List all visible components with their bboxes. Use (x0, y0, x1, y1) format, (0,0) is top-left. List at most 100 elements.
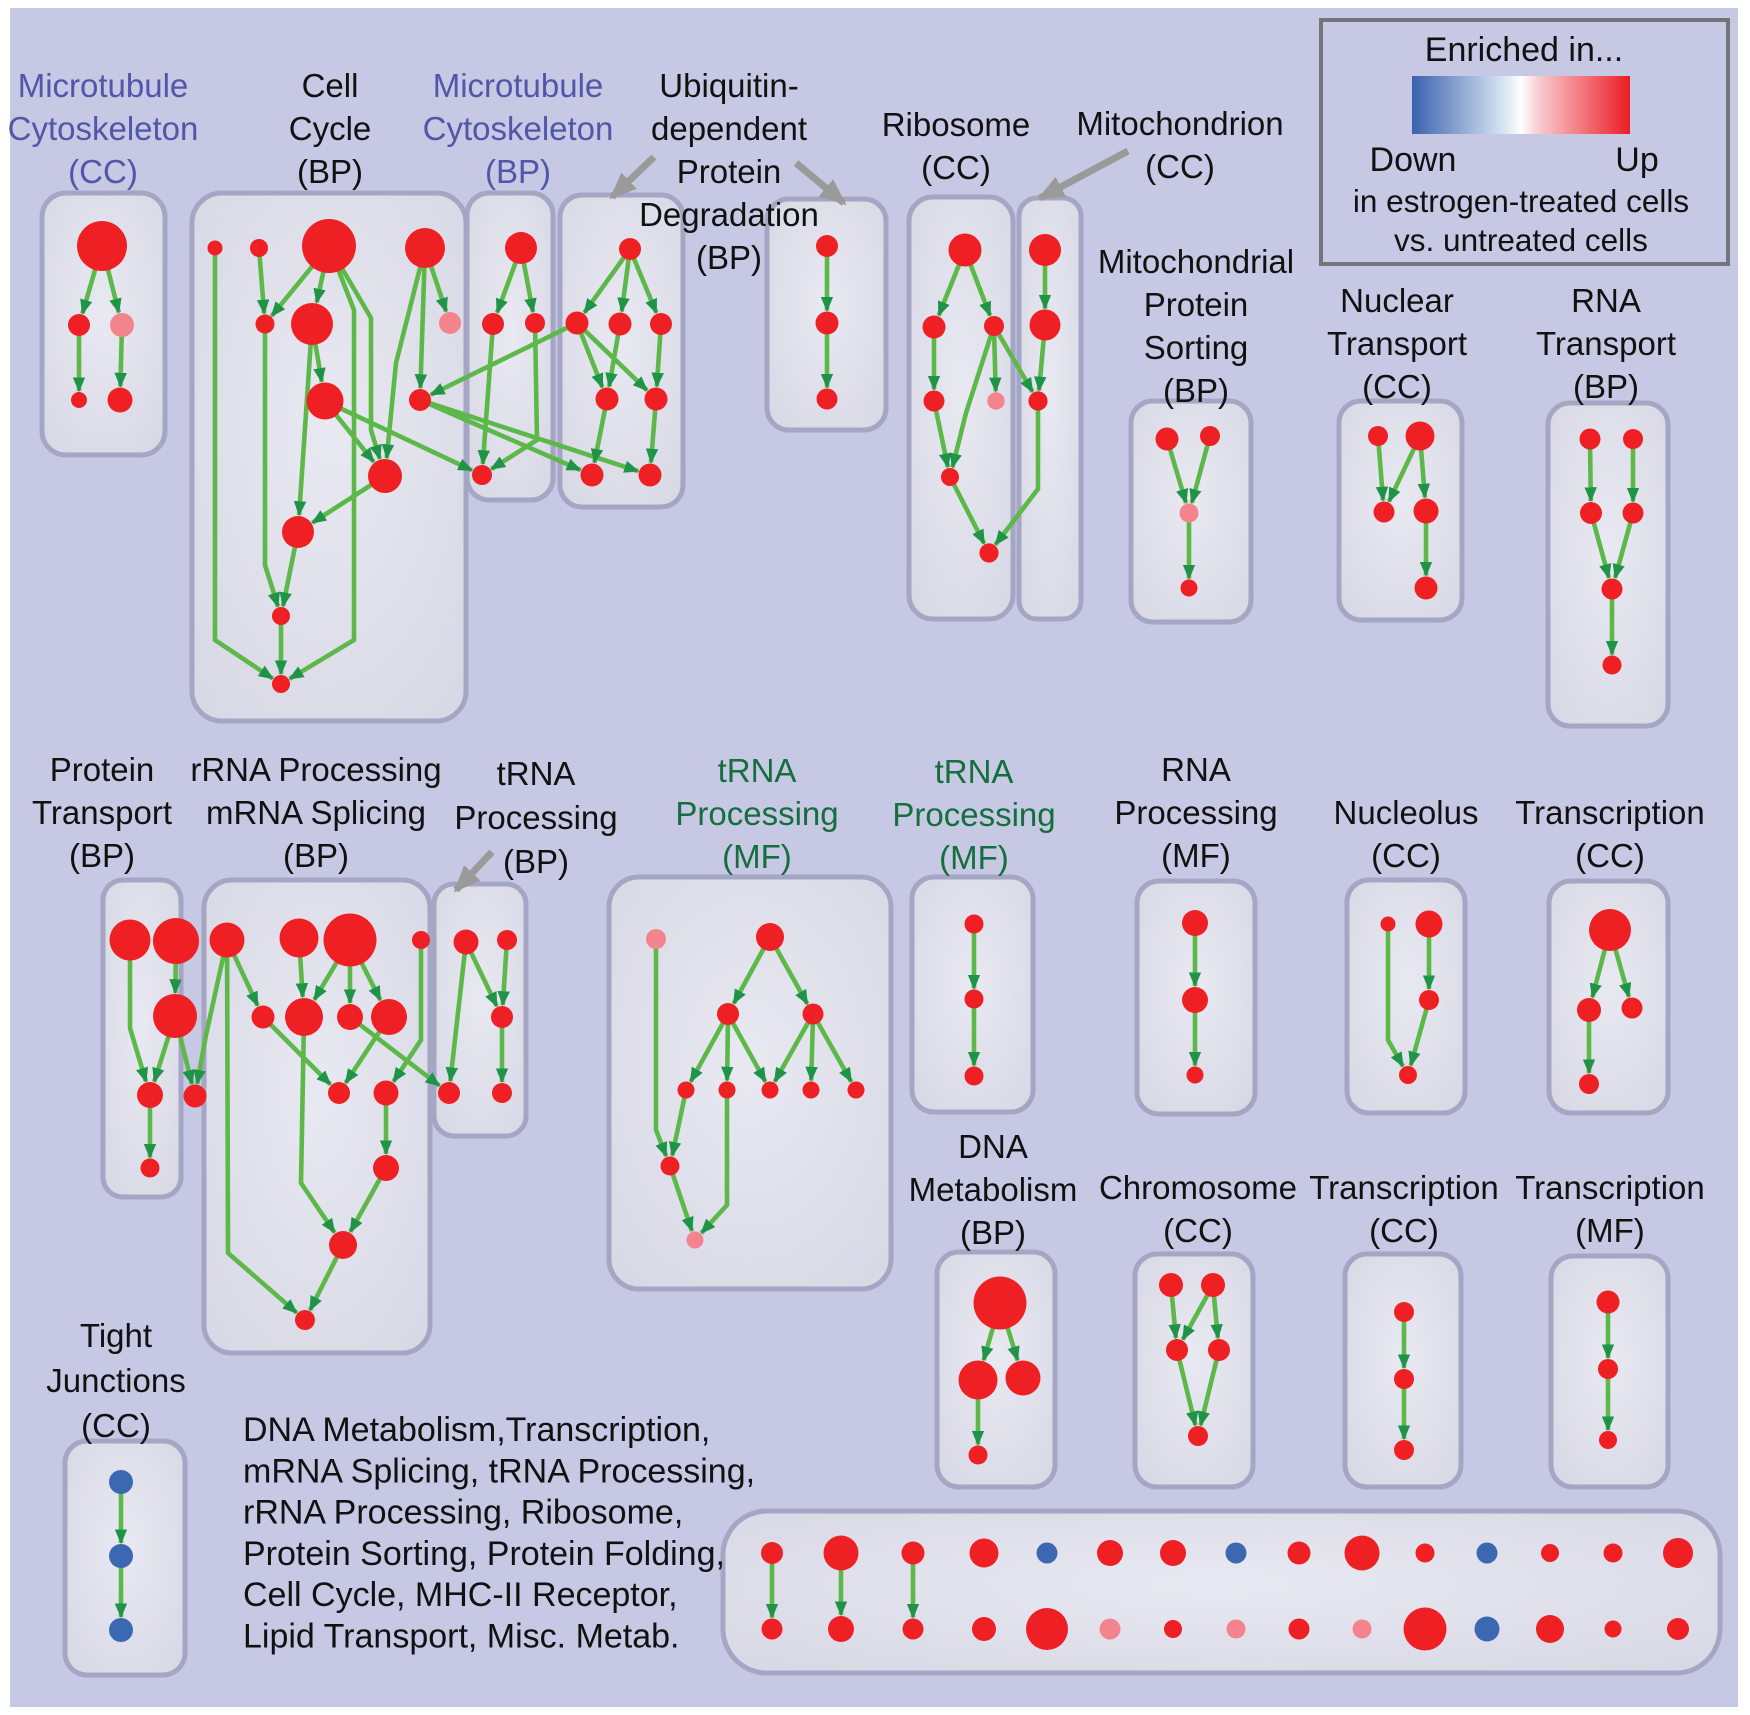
edge-tm10-tm11 (670, 1173, 695, 1233)
go-term-node-rr9 (328, 1082, 350, 1104)
go-term-node-tc2a (1394, 1302, 1414, 1322)
label-pointer-arrow-ubiquitin-to-box2 (793, 160, 847, 206)
legend-color-scale (1412, 76, 1630, 134)
go-term-node-rp2 (1182, 987, 1208, 1013)
go-term-node-mp4 (1180, 579, 1198, 597)
go-term-node-ub8 (638, 463, 662, 487)
go-term-node-bs5b (1026, 1608, 1068, 1650)
go-term-node-mp1 (1155, 427, 1179, 451)
go-term-node-dm4 (968, 1445, 988, 1465)
go-term-node-tm5 (677, 1081, 695, 1099)
go-term-node-ch2 (1201, 1273, 1225, 1297)
go-term-node-mtcc3 (110, 313, 134, 337)
edge-rr11-rr12 (348, 1177, 383, 1234)
edge-mtcc1-mtcc2 (80, 268, 98, 315)
go-term-node-tf2 (1598, 1359, 1618, 1379)
cluster-box-ubiquitin-1 (557, 192, 686, 510)
go-term-node-cc11 (282, 516, 314, 548)
cluster-label-line: Mitochondrion (1076, 105, 1283, 142)
go-term-node-rb5 (987, 392, 1005, 410)
edge-rr8-rr9 (343, 1029, 382, 1085)
edge-ub6-ub8 (645, 409, 659, 464)
go-term-node-bs1t (761, 1542, 783, 1564)
go-term-node-mi3 (1028, 391, 1048, 411)
legend-subtitle-line2: vs. untreated cells (1394, 222, 1648, 258)
edge-cc2-cc5 (256, 255, 270, 315)
collapsed-categories-note-line: Cell Cycle, MHC-II Receptor, (243, 1576, 678, 1614)
go-term-node-bs10t (1344, 1535, 1380, 1571)
cluster-label-ribosome-label: Ribosome (CC) (882, 106, 1031, 186)
cluster-label-line: (CC) (1145, 148, 1215, 185)
go-term-node-mb3 (525, 313, 545, 333)
edge-cc3-cc10 (340, 267, 382, 460)
edge-ch1-ch3 (1168, 1295, 1181, 1340)
edge-cc4-cc10 (381, 265, 423, 460)
cluster-label-trna-mf-2-label: tRNA Processing (MF) (892, 753, 1055, 876)
edge-rr12-rr13 (307, 1255, 340, 1312)
go-term-node-rr10 (373, 1080, 399, 1106)
edge-nt2-nt4 (1417, 449, 1431, 499)
edge-cc3-cc13 (288, 269, 357, 681)
edge-rt1-rt3 (1584, 448, 1597, 503)
cluster-label-line: (BP) (696, 239, 762, 276)
collapsed-categories-note-line: DNA Metabolism,Transcription, (243, 1411, 710, 1449)
cluster-label-transcription-mf-label: Transcription (MF) (1515, 1169, 1705, 1249)
go-term-node-tc1b (1577, 998, 1601, 1022)
go-term-node-tm10 (660, 1156, 680, 1176)
label-pointer-arrow-trna-bp-to-box (453, 849, 495, 893)
go-term-node-rr6 (285, 998, 323, 1036)
go-term-node-rt6 (1602, 655, 1622, 675)
edge-tb1-tb4 (445, 953, 467, 1083)
go-term-node-ub4 (650, 313, 672, 335)
edge-cc5-cc12 (262, 332, 281, 608)
go-term-node-tb3 (491, 1006, 513, 1028)
go-term-node-ch1 (1159, 1273, 1183, 1297)
edge-tc1a-tc1b (1589, 948, 1608, 999)
go-term-node-tm9 (847, 1081, 865, 1099)
edge-ub2-ub6 (583, 328, 649, 392)
cluster-label-line: rRNA Processing (190, 751, 441, 788)
go-term-node-dm1 (973, 1276, 1027, 1330)
edge-ub2-cc9 (429, 325, 569, 397)
go-term-node-bs2b (828, 1616, 854, 1642)
go-term-node-bs12b (1474, 1616, 1500, 1642)
edge-rt4-rt5 (1612, 521, 1633, 580)
go-term-node-nu2 (1415, 910, 1443, 938)
go-term-node-cc7 (439, 312, 461, 334)
go-term-node-bs4b (972, 1617, 996, 1641)
go-term-node-rr13 (295, 1310, 315, 1330)
cluster-label-cell-cycle-label: Cell Cycle (BP) (289, 67, 372, 190)
go-term-node-rp1 (1182, 910, 1208, 936)
cluster-box-dna-metabolism-bp (934, 1249, 1058, 1490)
cluster-label-microtubule-bp-label: Microtubule Cytoskeleton (BP) (423, 67, 614, 190)
cluster-label-line: Protein (1144, 286, 1249, 323)
cluster-label-transcription-cc1-label: Transcription (CC) (1515, 794, 1705, 874)
cluster-label-rna-processing-label: RNA Processing (MF) (1114, 751, 1277, 874)
legend-subtitle-line1: in estrogen-treated cells (1353, 183, 1689, 219)
cluster-label-line: Metabolism (909, 1171, 1078, 1208)
cluster-label-line: Sorting (1144, 329, 1249, 366)
go-term-node-cc8 (306, 382, 344, 420)
cluster-label-line: Transport (1327, 325, 1467, 362)
go-term-node-tm1 (646, 929, 666, 949)
cluster-label-line: (CC) (1369, 1212, 1439, 1249)
go-term-node-cc4 (405, 228, 445, 268)
edge-ub4-ub6 (651, 333, 664, 388)
edge-cc1-cc13 (212, 254, 274, 681)
edge-tm4-tm7 (772, 1021, 811, 1083)
cluster-label-nucleolus-label: Nucleolus (CC) (1334, 794, 1479, 874)
go-term-node-tj2 (109, 1544, 133, 1568)
cluster-label-line: (BP) (297, 153, 363, 190)
go-term-node-cc3 (302, 219, 356, 273)
go-term-node-rr8 (371, 999, 407, 1035)
go-term-node-rr5 (251, 1005, 275, 1029)
go-term-node-rb7 (979, 543, 999, 563)
edge-rb3-rb5 (989, 334, 1002, 393)
go-term-node-mtcc4 (71, 392, 87, 408)
edge-mtcc3-mtcc5 (114, 335, 128, 388)
go-term-node-nu3 (1419, 990, 1439, 1010)
edge-rr7-tb4 (358, 1022, 441, 1088)
go-term-node-bs14t (1603, 1543, 1623, 1563)
go-term-node-ch5 (1188, 1426, 1208, 1446)
